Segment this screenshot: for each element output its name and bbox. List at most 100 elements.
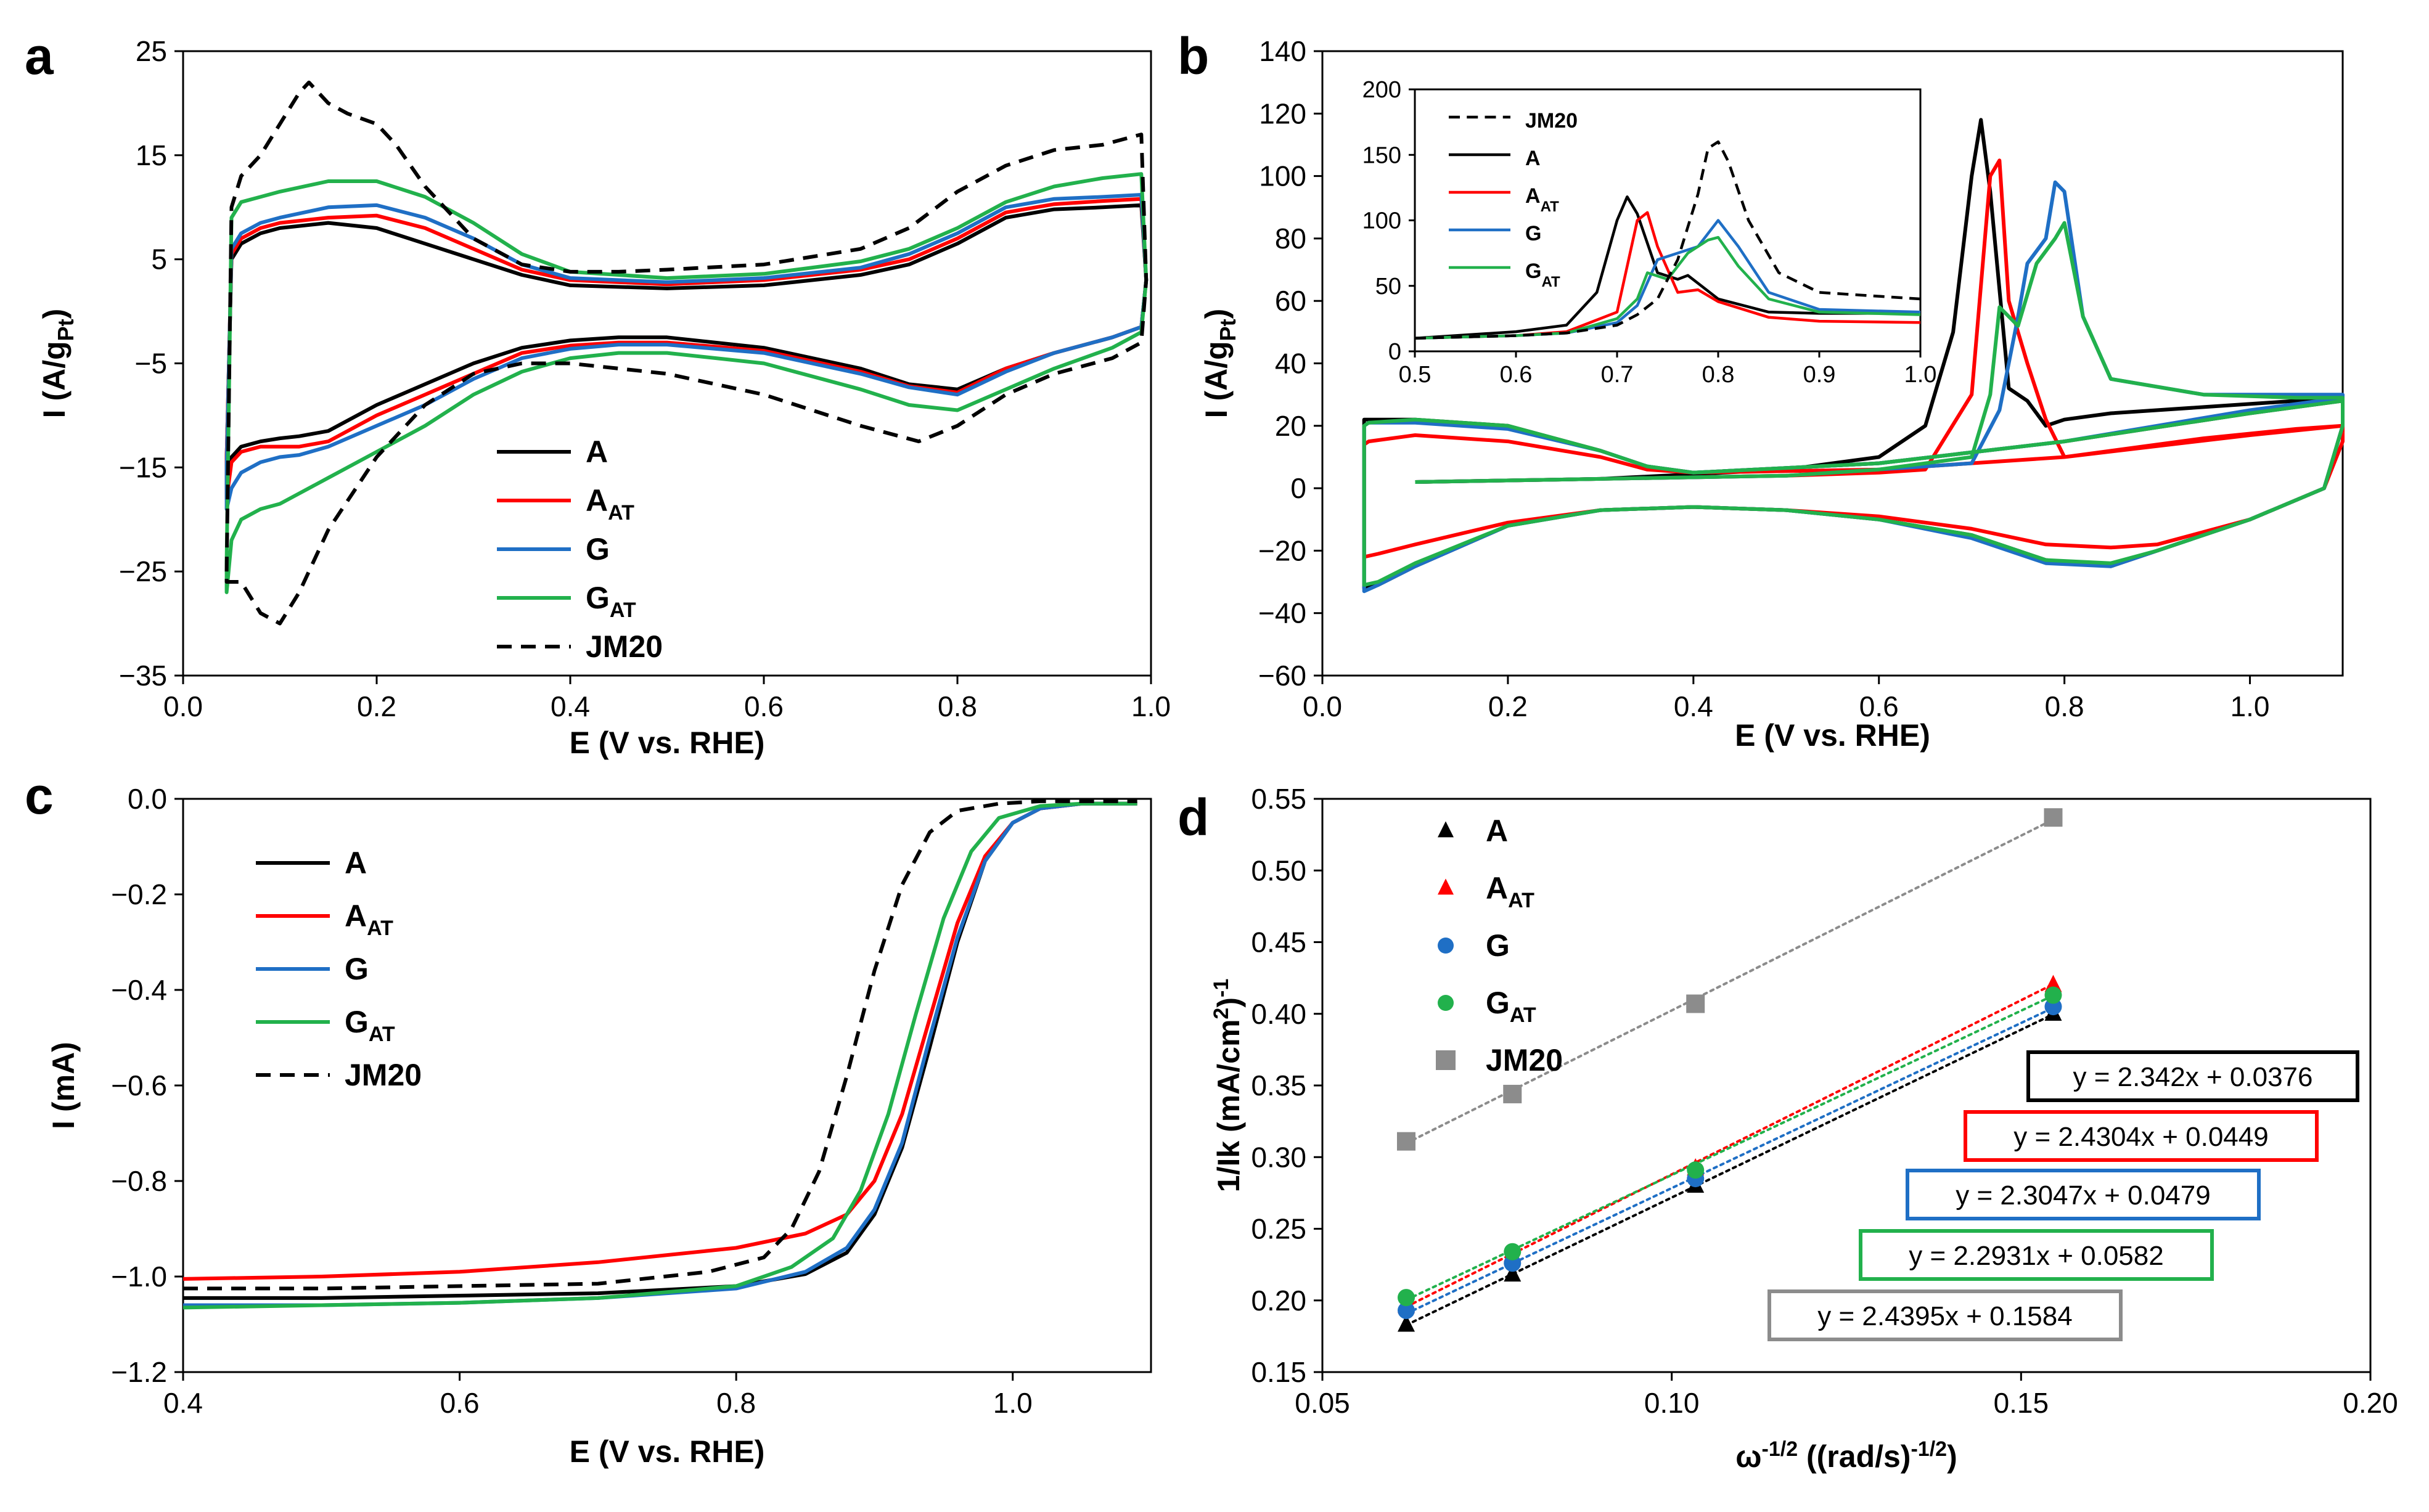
y-tick-label: 50 [1375,274,1401,300]
legend-main: JM20 [345,1058,422,1092]
legend-main: G [345,1005,369,1039]
legend-subscript: AT [1508,889,1534,912]
legend-label-a: A [1486,814,1508,848]
legend-label-a-at: AAT [1525,184,1559,215]
series-line-jm20 [1414,140,1921,340]
x-axis-title: E (V vs. RHE) [1735,718,1930,753]
panel-b: 0.0 0.2 0.4 0.6 0.8 1.0140120100806040200−20−… [1178,27,2345,753]
plot-frame [182,798,1152,1373]
data-point-jm20-sq [2044,808,2063,827]
y-tick-label: 0.20 [1251,1285,1306,1317]
data-point-g-at [1504,1243,1522,1261]
panel-a: 0.0 0.2 0.4 0.6 0.8 1.0 25 15 5 −5 −15 −25 −35 I (A/g… [25,27,1171,760]
legend-main: JM20 [1486,1043,1563,1077]
legend-label-a-at: AAT [1486,871,1534,912]
y-title-main: I (mA) [46,1042,81,1129]
x-tick-label: 1.0 [1904,362,1937,388]
legend-label-g: G [1525,222,1541,245]
y-tick-label: 120 [1259,97,1306,129]
y-title-close: ) [1211,997,1246,1008]
x-axis-title: E (V vs. RHE) [570,1434,765,1469]
y-axis-title: I (A/gPt) [1199,309,1240,419]
x-title-main: ω [1735,1439,1761,1474]
y-title-subscript: Pt [53,319,78,341]
y-tick-label: −15 [119,451,167,483]
y-tick-label: −5 [135,348,167,380]
series-line-jm20 [183,799,1137,1291]
y-tick-label: −20 [1258,534,1306,566]
y-tick-label: −0.8 [111,1165,167,1197]
y-title-subscript: Pt [1215,319,1240,341]
legend-main: A [1486,871,1508,905]
legend-label-g-at: GAT [586,581,636,622]
x-tick-label: 0.4 [1674,690,1713,722]
y-tick-label: 0.45 [1251,926,1306,958]
series-line-g-at [1362,221,2345,587]
y-axis-title: I (mA) [46,1042,81,1129]
legend-main: G [1525,222,1541,245]
x-tick-label: 0.0 [163,690,203,722]
x-title-superscript-2: -1/2 [1911,1437,1947,1461]
y-tick-label: 100 [1259,160,1306,192]
legend-marker-g [1438,938,1454,954]
legend-marker-a [1438,821,1454,838]
data-point-g-at [2044,986,2062,1004]
legend-main: A [586,435,608,469]
x-tick-label: 0.05 [1295,1387,1350,1419]
y-tick-label: 0 [1290,472,1306,504]
x-tick-label: 0.7 [1601,362,1634,388]
equation-box-a: y = 2.342x + 0.0376 [2026,1050,2359,1102]
panel-label: d [1178,788,1209,846]
y-title-close: ) [37,309,72,319]
legend-main: JM20 [586,629,663,664]
legend-label-g-at: GAT [345,1005,395,1046]
legend-subscript: AT [1541,274,1560,290]
x-tick-label: 1.0 [2230,690,2270,722]
y-title-main: 1/Ik (mA/cm [1211,1020,1246,1193]
y-tick-label: 140 [1259,35,1306,67]
y-axis-title: 1/Ik (mA/cm2)-1 [1210,979,1246,1192]
x-title-close: ) [1947,1439,1957,1474]
legend-label-a: A [1525,147,1541,170]
data-point-jm20-sq [1503,1084,1522,1103]
y-tick-label: −60 [1258,660,1306,692]
y-tick-label: 0.35 [1251,1069,1306,1101]
y-axis-title: I (A/gPt) [37,309,78,419]
inset-plot: 0.5 0.6 0.7 0.8 0.9 1.0200150100500JM20AAATGG… [1362,77,1937,388]
y-title-main: I (A/g [1199,341,1234,418]
x-tick-label: 0.5 [1399,362,1432,388]
y-tick-label: 15 [136,139,167,171]
legend-subscript: AT [608,501,634,525]
data-point-g-at [1398,1289,1415,1307]
x-axis-title: E (V vs. RHE) [570,725,765,760]
legend-main: A [345,846,367,880]
y-tick-label: 5 [151,243,167,276]
data-point-g [1398,1302,1415,1320]
series-line-g-at [224,172,1149,594]
x-tick-label: 0.6 [440,1387,480,1419]
x-title-superscript: -1/2 [1762,1437,1798,1461]
panel-label: a [25,27,54,85]
legend-main: A [586,483,608,518]
y-tick-label: −40 [1258,597,1306,629]
panel-d: 0.05 0.10 0.15 0.20 0.55 0.50 0.45 0.40 0.35 0.30… [1178,783,2398,1474]
legend-main: G [1486,986,1510,1020]
legend-main: A [345,899,367,933]
legend-label-a-at: AAT [345,899,393,940]
equation-box-g: y = 2.3047x + 0.0479 [1906,1169,2261,1220]
equation-frame [2026,1050,2359,1102]
x-axis-title: ω-1/2 ((rad/s)-1/2) [1735,1437,1957,1474]
equation-frame [1767,1289,2123,1341]
equation-text: y = 2.342x + 0.0376 [2073,1062,2313,1092]
equation-text: y = 2.4395x + 0.1584 [1817,1301,2072,1331]
x-tick-label: 0.8 [2045,690,2084,722]
series-line-jm20 [224,80,1149,626]
y-title-superscript: 2 [1210,1008,1233,1020]
y-tick-label: 25 [136,35,167,67]
x-tick-label: 0.15 [1994,1387,2049,1419]
legend-subscript: AT [1541,198,1560,215]
